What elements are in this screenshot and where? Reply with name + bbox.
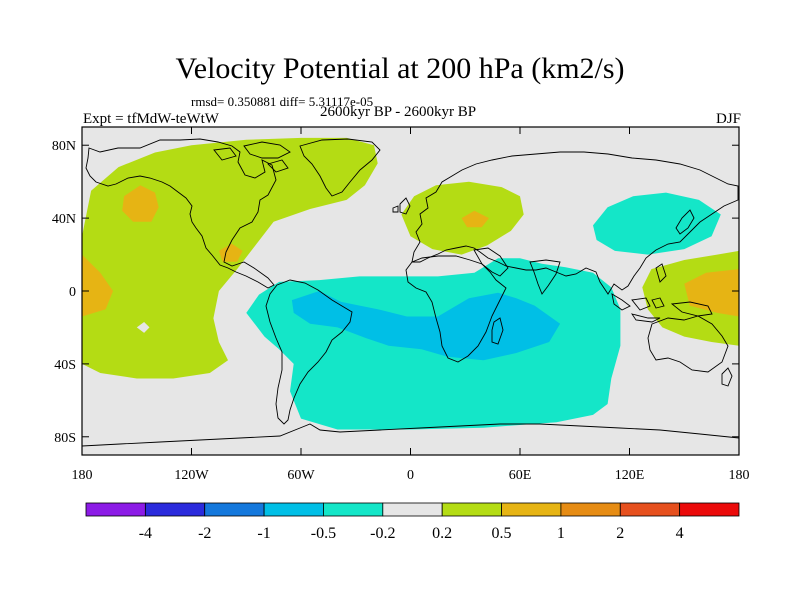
coastline-arctic-islands <box>213 141 291 173</box>
contour-region-north-pacific-maximum <box>122 185 159 222</box>
colorbar-label: 2 <box>616 525 624 542</box>
coastline-arabia <box>473 247 509 277</box>
colorbar-label: 1 <box>557 525 565 542</box>
coastline-australia <box>647 315 729 373</box>
colorbar-swatch <box>144 502 206 517</box>
x-tick-label: 120W <box>174 468 209 483</box>
x-tick-label: 180 <box>72 468 93 483</box>
colorbar-swatch <box>382 502 443 517</box>
contour-region-west-pacific-maximum <box>684 269 739 317</box>
coastline-north-america <box>85 138 277 289</box>
colorbar-swatch <box>204 502 265 517</box>
y-tick-label: 40N <box>52 212 76 227</box>
colorbar-swatch <box>263 502 324 517</box>
colorbar-label: -4 <box>139 525 152 542</box>
x-axis: 180 120W 60W 0 60E 120E 180 <box>72 127 750 483</box>
colorbar-label: -2 <box>198 525 211 542</box>
contour-region-west-pacific-negative <box>593 192 721 255</box>
period-label: 2600kyr BP - 2600kyr BP <box>320 104 477 120</box>
coastline-india <box>529 259 561 295</box>
coastline-maritime-continent <box>611 293 713 323</box>
colorbar-swatch <box>441 502 502 517</box>
coastline-madagascar <box>491 317 504 345</box>
contour-region-middle-east-maximum <box>461 210 489 228</box>
colorbar-label: 0.5 <box>492 525 512 542</box>
coastline-africa <box>405 255 507 363</box>
coastline-antarctica <box>82 423 739 447</box>
experiment-label: Expt = tfMdW-teWtW <box>83 111 219 127</box>
x-tick-label: 60W <box>287 468 315 483</box>
coastline-layer <box>82 138 739 447</box>
colorbar-swatch <box>679 502 740 517</box>
y-tick-label: 40S <box>54 358 76 373</box>
colorbar-label: 0.2 <box>432 525 452 542</box>
colorbar-label: -1 <box>257 525 270 542</box>
y-tick-label: 80N <box>52 139 76 154</box>
x-tick-label: 180 <box>729 468 750 483</box>
x-tick-label: 120E <box>615 468 645 483</box>
colorbar-swatch <box>85 502 146 517</box>
coastline-british-isles <box>392 197 411 215</box>
colorbar-swatch <box>501 502 562 517</box>
chart-title: Velocity Potential at 200 hPa (km2/s) <box>175 52 625 85</box>
y-tick-label: 0 <box>69 285 76 300</box>
coastline-eurasia <box>411 151 739 295</box>
season-label: DJF <box>715 111 741 127</box>
colorbar-swatch <box>323 502 384 517</box>
coastline-south-america <box>265 279 353 425</box>
stats-line: rmsd= 0.350881 diff= 5.31117e-05 <box>191 94 374 109</box>
coastline-philippines <box>655 263 667 283</box>
y-axis: 80N 40N 0 40S 80S <box>52 139 739 446</box>
colorbar-swatch <box>619 502 681 517</box>
x-tick-label: 60E <box>509 468 532 483</box>
colorbar: -4 -2 -1 -0.5 -0.2 0.2 0.5 1 2 4 <box>85 502 740 542</box>
contour-region-pacific-island-gap <box>136 322 150 333</box>
contour-region-southern-hemisphere-minimum <box>291 291 561 361</box>
colorbar-swatch <box>560 502 621 517</box>
colorbar-label: -0.5 <box>311 525 336 542</box>
y-tick-label: 80S <box>54 431 76 446</box>
map-panel <box>81 126 740 456</box>
contour-region-tropical-east-pacific-maximum <box>82 254 113 317</box>
coastline-japan <box>675 209 695 235</box>
colorbar-label: -0.2 <box>370 525 395 542</box>
coastline-greenland <box>299 138 381 197</box>
x-tick-label: 0 <box>407 468 414 483</box>
colorbar-label: 4 <box>676 525 684 542</box>
coastline-new-zealand <box>721 367 733 387</box>
